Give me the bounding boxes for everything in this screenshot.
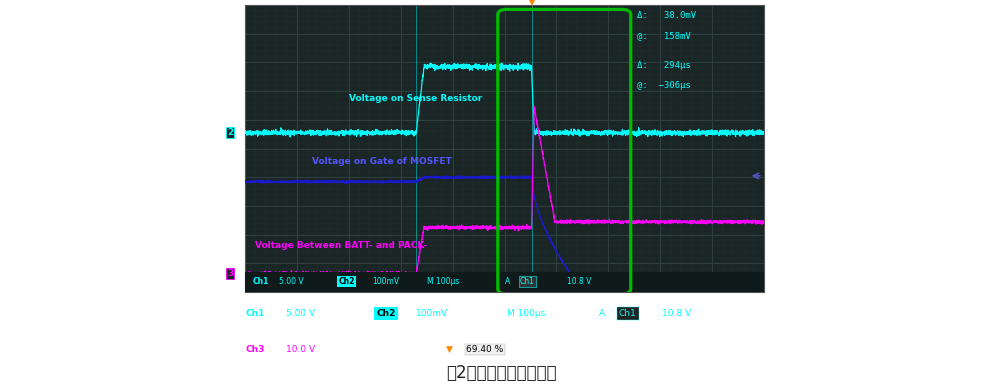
Text: 69.40 %: 69.40 % xyxy=(466,345,503,354)
Text: 100mV: 100mV xyxy=(372,277,399,286)
Text: Voltage on Sense Resistor: Voltage on Sense Resistor xyxy=(349,94,481,103)
Text: 图2：短路保护时的波形: 图2：短路保护时的波形 xyxy=(446,364,556,382)
Bar xyxy=(244,272,764,292)
Text: M 100μs: M 100μs xyxy=(426,277,459,286)
Text: Voltage on Gate of MOSFET: Voltage on Gate of MOSFET xyxy=(312,158,452,166)
Text: @:   158mV: @: 158mV xyxy=(636,31,690,40)
Text: Ch2: Ch2 xyxy=(376,309,395,319)
Text: Voltage Between BATT- and PACK-: Voltage Between BATT- and PACK- xyxy=(255,241,427,249)
Text: Δ:   294μs: Δ: 294μs xyxy=(636,61,690,70)
Text: Ch2: Ch2 xyxy=(338,277,355,286)
Text: 10.8 V: 10.8 V xyxy=(566,277,590,286)
Text: Ch1: Ch1 xyxy=(253,277,269,286)
Text: 5.00 V: 5.00 V xyxy=(286,309,315,319)
Text: Ch1: Ch1 xyxy=(245,309,265,319)
Text: A: A xyxy=(598,309,604,319)
Text: 3: 3 xyxy=(226,269,233,278)
Text: 5.00 V: 5.00 V xyxy=(279,277,303,286)
Text: Ch3: Ch3 xyxy=(245,345,265,354)
Text: Ch1: Ch1 xyxy=(520,277,534,286)
Text: 10.8 V: 10.8 V xyxy=(661,309,690,319)
Text: 2: 2 xyxy=(226,128,233,137)
Text: 10.0 V: 10.0 V xyxy=(286,345,315,354)
Text: 100mV: 100mV xyxy=(416,309,448,319)
Text: ▼: ▼ xyxy=(446,345,453,354)
Text: Δ:   38.0mV: Δ: 38.0mV xyxy=(636,11,695,20)
Text: M 100μs: M 100μs xyxy=(506,309,544,319)
Text: @:  −306μs: @: −306μs xyxy=(636,81,690,90)
Text: Ch1: Ch1 xyxy=(618,309,636,319)
Text: A: A xyxy=(504,277,509,286)
